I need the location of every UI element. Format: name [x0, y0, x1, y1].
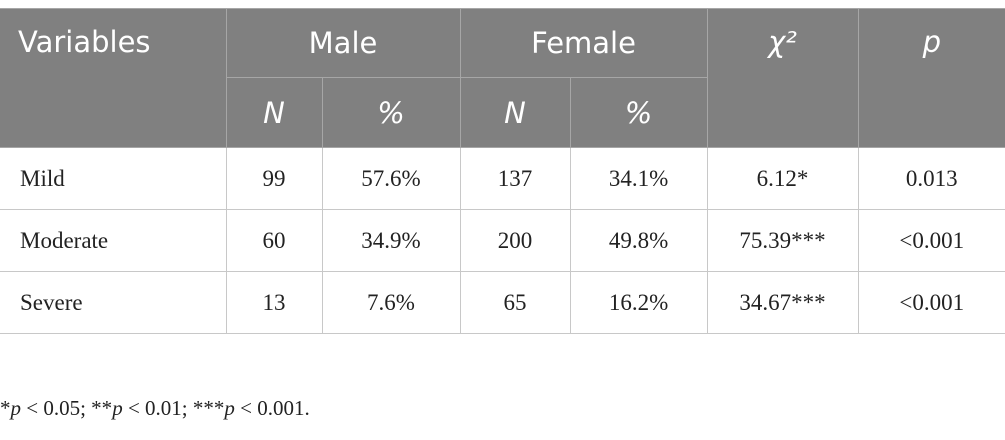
table-body: Mild 99 57.6% 137 34.1% 6.12* 0.013 Moderate 60 3… [0, 147, 1005, 334]
table-cell: 34.9% [321, 209, 461, 272]
subheader-cell: N [459, 77, 571, 148]
header-cell: Variables [0, 8, 227, 148]
header-cell: Male [225, 8, 461, 78]
table-cell: 60 [225, 209, 323, 272]
table-cell: 34.67*** [706, 271, 859, 334]
table-cell: 34.1% [569, 147, 708, 210]
table-cell: 57.6% [321, 147, 461, 210]
table-cell: 99 [225, 147, 323, 210]
row-label: Severe [0, 271, 227, 334]
subheader-cell: N [226, 77, 323, 148]
table-cell: 137 [459, 147, 571, 210]
footnote-text: p [224, 396, 235, 420]
table-row: Severe 13 7.6% 65 16.2% 34.67*** <0.001 [0, 271, 1005, 334]
header-text: N [504, 95, 526, 130]
table-cell: <0.001 [857, 209, 1005, 272]
header-text: N [263, 95, 285, 130]
subheader-cell: % [569, 77, 708, 148]
table-cell: 6.12* [706, 147, 859, 210]
subheader-cell: % [321, 77, 461, 148]
table-cell: 0.013 [857, 147, 1005, 210]
table-row: Moderate 60 34.9% 200 49.8% 75.39*** <0.001 [0, 209, 1005, 272]
data-table: Variables Male Female χ² p N % N % Mild 9… [0, 8, 1005, 334]
header-cell: χ² [706, 8, 859, 148]
table-cell: 16.2% [569, 271, 708, 334]
footnote-text: < 0.05; ** [21, 396, 113, 420]
footnote-text: p [10, 396, 22, 420]
footnote-text: * [0, 396, 11, 420]
header-cell: Female [459, 8, 708, 78]
header-text: χ² [768, 25, 797, 59]
footnote: *p < 0.05; **p < 0.01; ***p < 0.001. [0, 396, 310, 421]
table-cell: 7.6% [321, 271, 461, 334]
table-cell: 75.39*** [706, 209, 859, 272]
table-cell: 200 [459, 209, 571, 272]
row-label: Mild [0, 147, 227, 210]
table-cell: <0.001 [857, 271, 1005, 334]
row-label: Moderate [0, 209, 227, 272]
footnote-text: < 0.01; *** [122, 396, 225, 420]
header-text: p [922, 25, 941, 59]
footnote-text: p [112, 396, 123, 420]
header-text: % [377, 95, 405, 130]
table-cell: 13 [225, 271, 323, 334]
table-row: Mild 99 57.6% 137 34.1% 6.12* 0.013 [0, 147, 1005, 210]
header-text: % [624, 95, 653, 130]
table-cell: 65 [459, 271, 571, 334]
footnote-text: < 0.001. [234, 396, 310, 420]
header-cell: p [857, 8, 1005, 148]
table-cell: 49.8% [569, 209, 708, 272]
